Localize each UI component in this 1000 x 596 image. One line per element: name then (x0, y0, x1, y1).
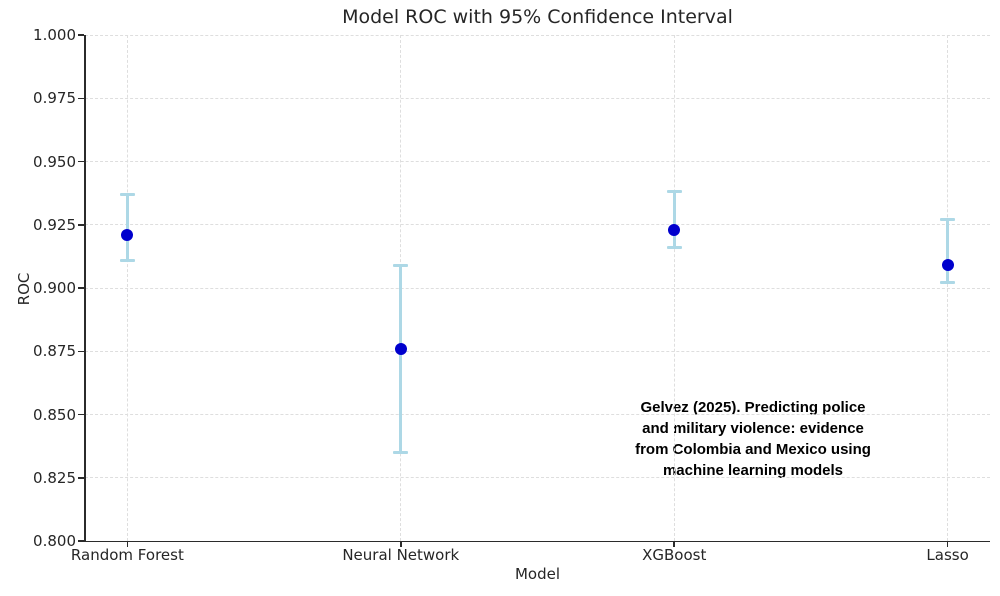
horizontal-gridline (85, 34, 990, 36)
horizontal-gridline (85, 224, 990, 226)
y-tick-mark (78, 413, 84, 416)
y-tick-label: 0.850 (33, 405, 76, 424)
y-tick-mark (78, 350, 84, 352)
y-tick-mark (78, 97, 84, 99)
x-axis-spine (84, 540, 990, 542)
y-tick-label: 0.975 (33, 89, 76, 108)
error-bar-cap-bottom (393, 450, 409, 454)
error-bar-cap-top (393, 263, 409, 267)
y-tick-mark (78, 224, 84, 226)
error-bar-cap-top (119, 192, 135, 196)
x-tick-label: Neural Network (342, 546, 460, 564)
y-tick-label: 0.825 (33, 468, 76, 487)
citation-annotation-line: machine learning models (662, 462, 844, 479)
y-tick-label: 0.950 (33, 152, 76, 171)
error-bar (399, 265, 403, 453)
y-tick-mark (78, 34, 84, 36)
y-tick-label: 0.875 (33, 342, 76, 361)
error-bar-cap-top (940, 218, 956, 222)
horizontal-gridline (85, 161, 990, 162)
citation-annotation-line: Gelvez (2025). Predicting police (640, 399, 866, 416)
data-point (941, 259, 954, 272)
x-tick-mark (400, 541, 402, 547)
error-bar (946, 219, 950, 283)
y-tick-mark (78, 160, 84, 163)
vertical-gridline (673, 35, 675, 541)
data-point (668, 223, 681, 236)
y-tick-label: 1.000 (33, 26, 76, 44)
error-bar-cap-bottom (940, 281, 956, 285)
x-tick-label: Random Forest (70, 546, 184, 564)
y-tick-label: 0.925 (33, 215, 76, 234)
horizontal-gridline (85, 287, 990, 289)
vertical-gridline (126, 35, 128, 541)
horizontal-gridline (85, 350, 990, 352)
citation-annotation-line: and military violence: evidence (642, 420, 864, 437)
error-bar-cap-bottom (119, 258, 135, 262)
y-tick-label: 0.900 (33, 279, 76, 297)
y-tick-mark (78, 540, 84, 542)
y-axis-spine (84, 35, 86, 541)
x-tick-mark (126, 541, 129, 547)
vertical-gridline (947, 35, 949, 541)
citation-annotation-line: from Colombia and Mexico using (635, 441, 871, 458)
y-tick-label: 0.800 (33, 532, 76, 550)
y-tick-mark (78, 477, 84, 479)
error-bar-cap-top (666, 190, 682, 194)
x-tick-label: Lasso (926, 546, 969, 564)
chart-title: Model ROC with 95% Confidence Interval (342, 6, 733, 28)
error-bar (125, 194, 129, 261)
x-tick-mark (673, 541, 675, 547)
horizontal-gridline (85, 97, 990, 99)
data-point (394, 342, 407, 355)
error-bar-cap-bottom (666, 246, 682, 250)
x-tick-mark (946, 541, 949, 547)
error-bar (672, 191, 676, 248)
horizontal-gridline (85, 477, 990, 479)
y-tick-mark (78, 287, 84, 289)
data-point (121, 228, 134, 241)
x-axis-label: Model (514, 565, 561, 583)
horizontal-gridline (85, 414, 990, 415)
citation-annotation: Gelvez (2025). Predicting police and mili… (635, 397, 871, 481)
x-tick-label: XGBoost (642, 546, 707, 564)
